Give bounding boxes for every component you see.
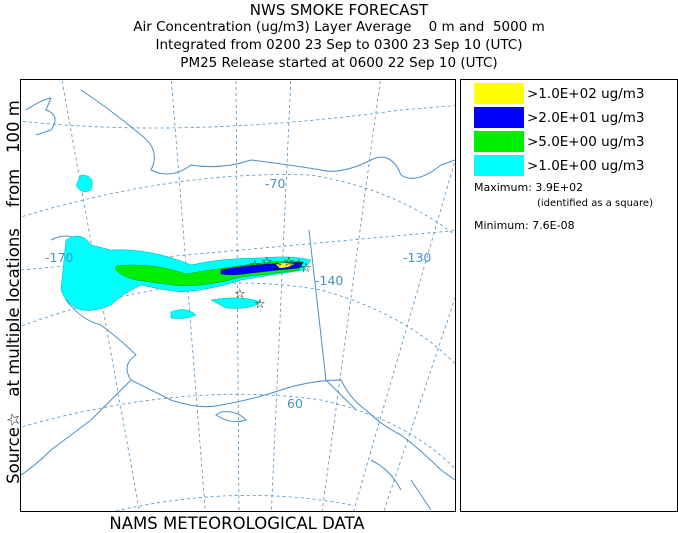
map-panel: ☆ ☆ ☆ ☆ ☆ ☆ ☆ ☆ -170 -70 -140 -130 60 bbox=[20, 79, 456, 512]
source-star-icon: ☆ bbox=[234, 287, 246, 302]
panhandle-islands bbox=[370, 459, 432, 511]
plume-fragment-south bbox=[170, 309, 197, 319]
siberia-coast bbox=[25, 97, 56, 136]
legend-swatch-green bbox=[474, 131, 524, 152]
legend-panel: >1.0E+02 ug/m3 >2.0E+01 ug/m3 >5.0E+00 u… bbox=[460, 79, 678, 512]
latitude-line-55 bbox=[114, 495, 352, 511]
meridian-130 bbox=[353, 159, 455, 511]
maximum-value: Maximum: 3.9E+02 bbox=[474, 181, 584, 194]
legend-swatch-cyan bbox=[474, 155, 524, 176]
plume-fragment-kenai bbox=[210, 297, 262, 309]
meridian-155 bbox=[170, 80, 206, 511]
meridian-145 bbox=[271, 80, 292, 511]
source-star-icon: ☆ bbox=[271, 259, 283, 274]
forecast-title: NWS SMOKE FORECAST bbox=[249, 1, 429, 19]
north-slope-coast bbox=[80, 89, 455, 179]
longitude-label-170: -170 bbox=[45, 250, 73, 265]
alaska-peninsula bbox=[21, 379, 132, 476]
legend-label: >1.0E+00 ug/m3 bbox=[527, 158, 645, 174]
latitude-line-75 bbox=[21, 105, 455, 129]
legend-label: >1.0E+02 ug/m3 bbox=[527, 86, 645, 102]
source-star-icon: ☆ bbox=[293, 257, 305, 272]
source-star-icon: ☆ bbox=[283, 255, 295, 270]
meridian-150 bbox=[235, 80, 240, 511]
plume-level-4 bbox=[276, 263, 294, 268]
release-info: PM25 Release started at 0600 22 Sep 10 (… bbox=[180, 55, 498, 71]
plume-fragment-north bbox=[75, 174, 93, 192]
canada-border bbox=[308, 229, 357, 411]
gulf-coast bbox=[130, 379, 455, 481]
source-star-icon: ☆ bbox=[300, 261, 312, 276]
concentration-subtitle: Air Concentration (ug/m3) Layer Average … bbox=[133, 19, 545, 35]
maximum-note: (identified as a square) bbox=[537, 198, 653, 209]
source-markers: ☆ ☆ ☆ ☆ ☆ ☆ ☆ ☆ bbox=[234, 255, 312, 312]
source-star-icon: ☆ bbox=[254, 297, 266, 312]
integration-period: Integrated from 0200 23 Sep to 0300 23 S… bbox=[155, 37, 523, 53]
legend-label: >5.0E+00 ug/m3 bbox=[527, 134, 645, 150]
alaska-map: ☆ ☆ ☆ ☆ ☆ ☆ ☆ ☆ -170 -70 -140 -130 60 bbox=[21, 80, 455, 511]
latitude-label-60: 60 bbox=[287, 396, 303, 411]
minimum-value: Minimum: 7.6E-08 bbox=[474, 219, 575, 232]
legend-label: >2.0E+01 ug/m3 bbox=[527, 110, 645, 126]
latitude-label-70: -70 bbox=[265, 176, 285, 191]
meteorological-data-label: NAMS METEOROLOGICAL DATA bbox=[109, 514, 365, 533]
kodiak-island bbox=[215, 411, 247, 423]
latitude-line-60 bbox=[21, 393, 455, 470]
longitude-label-140: -140 bbox=[315, 273, 343, 288]
longitude-label-130: -130 bbox=[403, 250, 431, 265]
smoke-plume bbox=[60, 174, 312, 319]
graticule-labels: -170 -70 -140 -130 60 bbox=[45, 176, 431, 411]
meridian-140 bbox=[321, 80, 381, 511]
legend-swatch-blue bbox=[474, 107, 524, 128]
source-star-icon: ☆ bbox=[261, 255, 273, 270]
legend-swatch-yellow bbox=[474, 83, 524, 104]
plume-level-1 bbox=[60, 235, 312, 311]
source-star-icon: ☆ bbox=[249, 258, 261, 273]
